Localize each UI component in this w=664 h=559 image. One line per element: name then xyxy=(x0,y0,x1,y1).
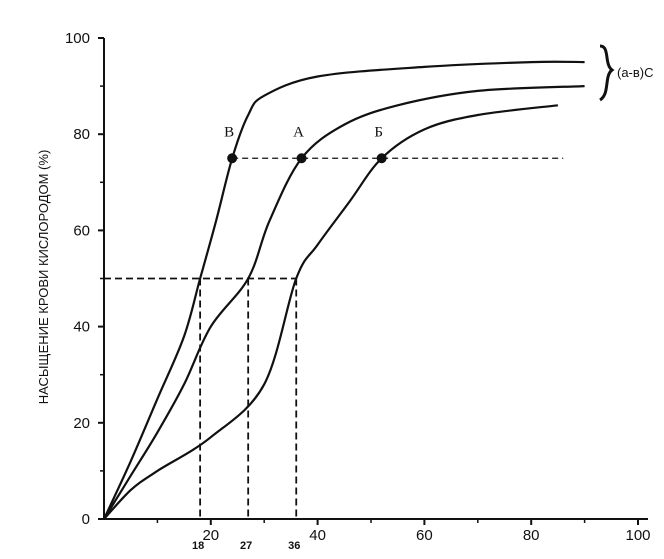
x-tick-label: 80 xyxy=(523,527,540,544)
y-tick-label: 80 xyxy=(73,126,90,143)
curve-label-0: В xyxy=(224,124,234,140)
marker-0 xyxy=(227,153,238,164)
curves xyxy=(103,60,585,520)
y-tick-label: 20 xyxy=(73,415,90,432)
curve-2 xyxy=(103,104,559,520)
y-tick-label: 60 xyxy=(73,222,90,239)
x-mark-label-36: 36 xyxy=(288,540,300,552)
curve-label-1: А xyxy=(293,124,304,140)
curve-1 xyxy=(103,85,585,520)
curve-label-2: Б xyxy=(374,124,383,140)
marker-1 xyxy=(296,153,307,164)
x-tick-label: 100 xyxy=(625,527,650,544)
x-tick-label: 20 xyxy=(202,527,219,544)
marker-2 xyxy=(376,153,387,164)
ticks: 0 20 40 60 80 100 20 40 60 80 100 xyxy=(65,30,651,544)
y-axis-label: НАСЫЩЕНИЕ КРОВИ КИСЛОРОДОМ (%) xyxy=(36,150,51,405)
y-tick-label: 0 xyxy=(82,511,90,528)
brace-label: (а-в)С xyxy=(617,65,654,80)
y-tick-label: 100 xyxy=(65,30,90,47)
reference-lines: 18 27 36 xyxy=(104,157,564,552)
curly-brace xyxy=(599,44,615,102)
markers xyxy=(227,153,387,164)
x-mark-label-18: 18 xyxy=(192,540,204,552)
x-mark-label-27: 27 xyxy=(240,540,252,552)
x-tick-label: 40 xyxy=(309,527,326,544)
y-tick-label: 40 xyxy=(73,319,90,336)
x-tick-label: 60 xyxy=(416,527,433,544)
curve-0 xyxy=(103,60,585,520)
